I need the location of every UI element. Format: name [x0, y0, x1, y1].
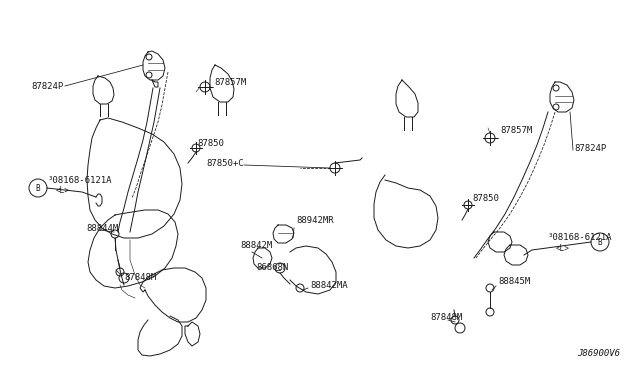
Text: <L>: <L>: [56, 186, 70, 195]
Text: 87850: 87850: [472, 193, 499, 202]
Text: 87824P: 87824P: [574, 144, 606, 153]
Text: 87850: 87850: [197, 138, 224, 148]
Text: 88942MR: 88942MR: [296, 215, 333, 224]
Text: 87857M: 87857M: [500, 125, 532, 135]
Text: 87850+C: 87850+C: [206, 158, 244, 167]
Text: 87848M: 87848M: [124, 273, 156, 282]
Text: ³08168-6121A: ³08168-6121A: [48, 176, 113, 185]
Text: ³08168-6121A: ³08168-6121A: [548, 232, 612, 241]
Text: 88842MA: 88842MA: [310, 282, 348, 291]
Text: 88845M: 88845M: [498, 278, 531, 286]
Text: 86868N: 86868N: [256, 263, 288, 273]
Text: 87824P: 87824P: [32, 81, 64, 90]
Text: 87857M: 87857M: [214, 77, 246, 87]
Text: 87848M: 87848M: [430, 314, 462, 323]
Text: B: B: [36, 183, 40, 192]
Text: <L>: <L>: [556, 244, 570, 253]
Text: J86900V6: J86900V6: [577, 349, 620, 358]
Text: B: B: [598, 237, 602, 247]
Text: 88842M: 88842M: [240, 241, 272, 250]
Text: 88844M: 88844M: [86, 224, 118, 232]
